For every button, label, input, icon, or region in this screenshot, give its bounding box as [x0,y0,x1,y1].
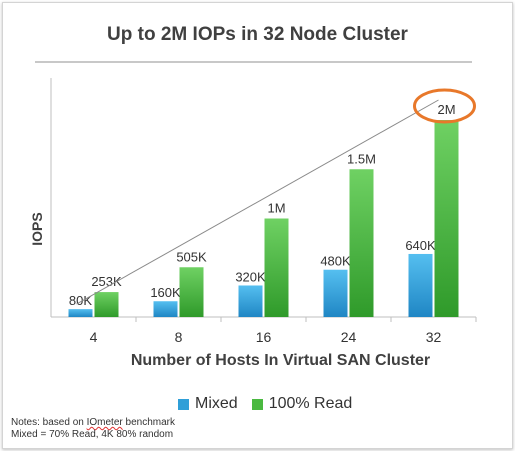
data-label-read: 2M [437,102,455,117]
bar-mixed [153,301,178,317]
legend-label-mixed: Mixed [195,395,238,412]
data-label-mixed: 640K [405,238,436,253]
legend-item-read: 100% Read [251,395,353,413]
bar-mixed [323,269,348,317]
bar-mixed [238,285,263,317]
data-label-mixed: 480K [320,254,351,269]
bar-chart-plot: 480K253K8160K505K16320K1M24480K1.5M32640… [50,78,477,345]
notes-suffix: benchmark [122,417,175,428]
data-label-mixed: 80K [69,293,92,308]
notes-tool-name: IOmeter [86,417,123,428]
legend-swatch-read [251,398,263,410]
notes: Notes: based on IOmeter benchmark Mixed … [11,417,175,441]
x-tick-label: 4 [90,329,98,345]
y-axis-label: IOPS [29,212,45,246]
data-label-mixed: 320K [235,269,266,284]
bar-read [434,120,459,317]
bar-read [94,292,119,317]
x-tick-label: 16 [256,329,272,345]
x-tick-label: 24 [341,329,357,345]
notes-line-2: Mixed = 70% Read, 4K 80% random [11,429,174,440]
notes-prefix: Notes: based on [11,417,87,428]
highlight-ellipse [413,88,476,124]
notes-line-1: Notes: based on IOmeter benchmark [11,417,175,429]
x-tick-label: 8 [175,329,183,345]
bar-mixed [68,309,93,317]
bar-mixed [408,253,433,317]
legend-label-read: 100% Read [268,395,353,412]
data-label-read: 253K [91,274,122,289]
chart-title: Up to 2M IOPs in 32 Node Cluster [107,24,408,45]
x-tick-label: 32 [426,329,442,345]
legend-item-mixed: Mixed [178,395,238,413]
x-axis-label: Number of Hosts In Virtual SAN Cluster [130,352,431,369]
data-label-read: 505K [176,249,207,264]
bar-read [264,218,289,317]
data-label-read: 1.5M [347,151,376,166]
bar-read [179,267,204,317]
data-label-mixed: 160K [150,285,181,300]
trend-line [76,99,439,305]
data-label-read: 1M [267,201,285,216]
legend: Mixed 100% Read [178,395,366,413]
bar-read [349,169,374,317]
legend-swatch-mixed [178,398,189,410]
title-divider [35,61,472,63]
